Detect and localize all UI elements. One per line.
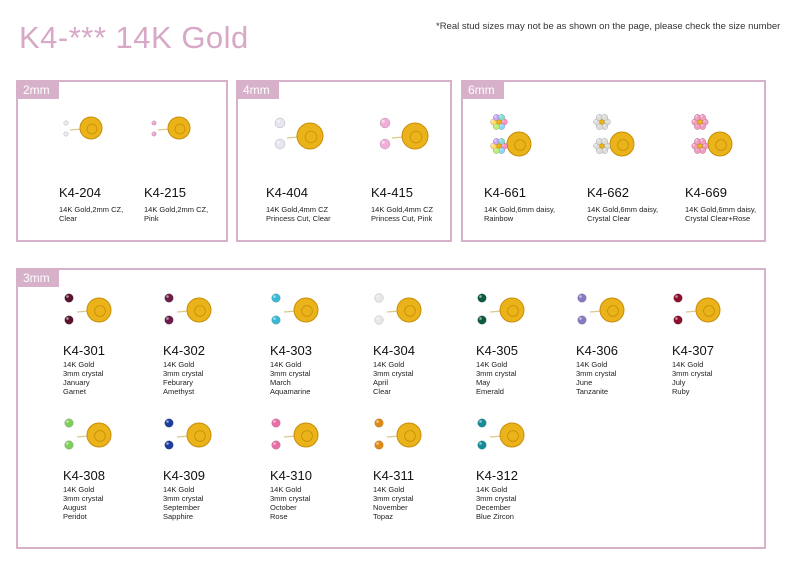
product-description: 14K Gold 3mm crystal April Clear — [373, 360, 414, 396]
product-code: K4-661 — [484, 185, 526, 200]
product-code: K4-304 — [373, 343, 415, 358]
product-code: K4-306 — [576, 343, 618, 358]
product-code: K4-302 — [163, 343, 205, 358]
section-2mm: 2mm K4-204 14K Gold,2mm CZ, Clear K4-215… — [16, 80, 228, 242]
product-code: K4-305 — [476, 343, 518, 358]
product-description: 14K Gold,6mm daisy, Crystal Clear — [587, 205, 659, 223]
product-description: 14K Gold 3mm crystal March Aquamarine — [270, 360, 311, 396]
section-label-2mm: 2mm — [18, 82, 59, 99]
product-description: 14K Gold 3mm crystal September Sapphire — [163, 485, 204, 521]
product-description: 14K Gold 3mm crystal January Garnet — [63, 360, 104, 396]
product-description: 14K Gold,2mm CZ, Clear — [59, 205, 124, 223]
size-disclaimer: *Real stud sizes may not be as shown on … — [436, 21, 781, 32]
product-code: K4-308 — [63, 468, 105, 483]
product-description: 14K Gold 3mm crystal December Blue Zirco… — [476, 485, 517, 521]
product-code: K4-204 — [59, 185, 101, 200]
section-4mm: 4mm K4-404 14K Gold,4mm CZ Princess Cut,… — [236, 80, 452, 242]
section-6mm: 6mm K4-661 14K Gold,6mm daisy, Rainbow K… — [461, 80, 766, 242]
product-description: 14K Gold 3mm crystal June Tanzanite — [576, 360, 617, 396]
product-description: 14K Gold,4mm CZ Princess Cut, Clear — [266, 205, 331, 223]
product-description: 14K Gold 3mm crystal November Topaz — [373, 485, 414, 521]
product-code: K4-415 — [371, 185, 413, 200]
product-code: K4-303 — [270, 343, 312, 358]
product-code: K4-669 — [685, 185, 727, 200]
product-description: 14K Gold,6mm daisy, Rainbow — [484, 205, 556, 223]
section-label-4mm: 4mm — [238, 82, 279, 99]
section-label-6mm: 6mm — [463, 82, 504, 99]
product-code: K4-307 — [672, 343, 714, 358]
product-description: 14K Gold 3mm crystal August Peridot — [63, 485, 104, 521]
product-code: K4-311 — [373, 468, 414, 483]
product-description: 14K Gold 3mm crystal Feburary Amethyst — [163, 360, 204, 396]
product-code: K4-301 — [63, 343, 105, 358]
product-description: 14K Gold,4mm CZ Princess Cut, Pink — [371, 205, 434, 223]
product-code: K4-309 — [163, 468, 205, 483]
section-3mm: 3mm K4-301 14K Gold 3mm crystal January G… — [16, 268, 766, 549]
product-code: K4-310 — [270, 468, 312, 483]
product-description: 14K Gold,6mm daisy, Crystal Clear+Rose — [685, 205, 757, 223]
product-description: 14K Gold 3mm crystal July Ruby — [672, 360, 713, 396]
product-code: K4-215 — [144, 185, 186, 200]
product-code: K4-662 — [587, 185, 629, 200]
product-description: 14K Gold 3mm crystal October Rose — [270, 485, 311, 521]
section-label-3mm: 3mm — [18, 270, 59, 287]
page-title: K4-*** 14K Gold — [19, 20, 249, 55]
product-code: K4-312 — [476, 468, 518, 483]
product-code: K4-404 — [266, 185, 308, 200]
product-description: 14K Gold 3mm crystal May Emerald — [476, 360, 517, 396]
product-description: 14K Gold,2mm CZ, Pink — [144, 205, 209, 223]
